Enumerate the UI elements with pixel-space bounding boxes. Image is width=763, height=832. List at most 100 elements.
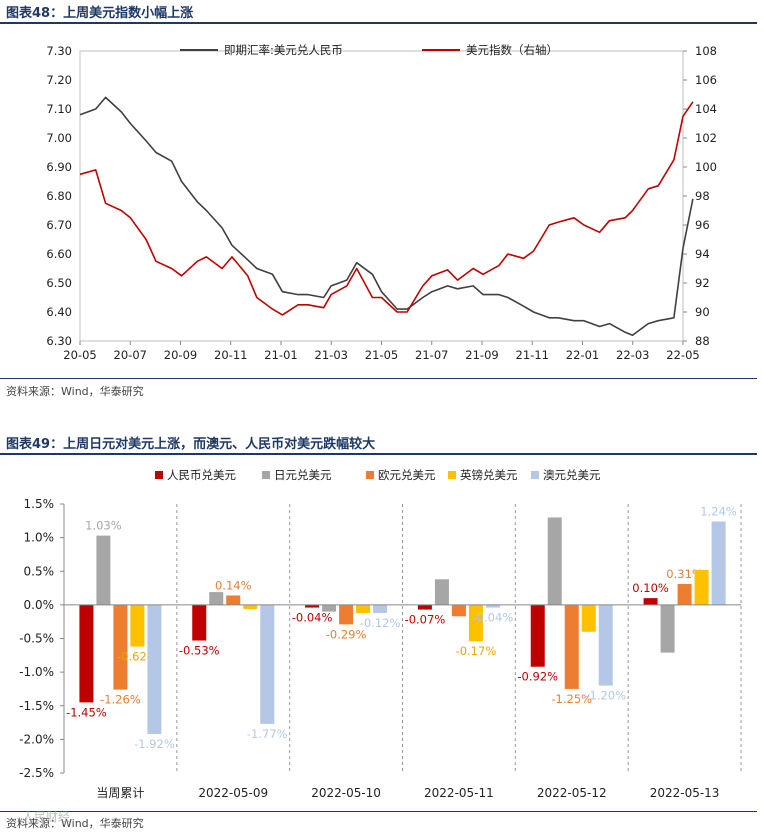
figure2-top-rule <box>0 453 757 455</box>
x-tick-label: 2022-05-12 <box>537 786 607 800</box>
bar-chart: 1.5% 1.0% 0.5% 0.0% -0.5% -1.0% -1.5% -2.0% -2.5… <box>19 468 742 800</box>
x-tick-label: 20-05 <box>63 348 96 362</box>
x-tick-label: 21-07 <box>415 348 448 362</box>
x-tick-label: 20-11 <box>214 348 247 362</box>
bar-aud <box>260 604 275 724</box>
bar-cny <box>305 604 320 608</box>
figure1-title: 图表48：上周美元指数小幅上涨 <box>6 6 194 21</box>
bar-cny <box>530 604 545 667</box>
data-label: -0.04% <box>473 611 514 625</box>
x-tick-label: 22-03 <box>616 348 649 362</box>
data-label: -0.17% <box>456 644 497 658</box>
y-left-tick-label: 6.90 <box>46 160 72 174</box>
bar-gbp <box>694 569 709 605</box>
y-right-tick-label: 96 <box>695 218 710 232</box>
y-left-tick-label: 6.70 <box>46 218 72 232</box>
x-tick-label: 22-05 <box>666 348 699 362</box>
watermark: 人民财经 <box>22 810 71 824</box>
y-right-tick-label: 94 <box>695 247 710 261</box>
data-label: -0.29% <box>326 627 367 641</box>
figure2-source: 资料来源：Wind，华泰研究 <box>6 817 144 830</box>
data-label: 1.03% <box>85 519 122 533</box>
y-right-tick-label: 102 <box>695 131 717 145</box>
bar-eur <box>564 604 579 689</box>
y-tick-label: 1.5% <box>24 497 55 511</box>
y-left-tick-label: 6.60 <box>46 247 72 261</box>
data-label: -1.77% <box>247 727 288 741</box>
y-right-tick-label: 92 <box>695 276 710 290</box>
y-left-tick-label: 6.40 <box>46 305 72 319</box>
y-left-tick-label: 6.30 <box>46 334 72 348</box>
x-tick-label: 2022-05-13 <box>650 786 720 800</box>
figure1-source: 资料来源：Wind，华泰研究 <box>6 385 144 398</box>
legend-label: 英镑兑美元 <box>460 468 518 482</box>
bar-cny <box>192 604 207 641</box>
y-tick-label: -2.0% <box>19 732 54 746</box>
legend-label: 澳元兑美元 <box>543 468 601 482</box>
legend-label: 美元指数（右轴） <box>466 43 558 57</box>
x-tick-label: 2022-05-09 <box>198 786 268 800</box>
y-tick-label: -2.5% <box>19 766 54 780</box>
data-label: 0.14% <box>215 578 252 592</box>
bar-cny <box>79 604 94 703</box>
bar-jpy <box>434 579 449 605</box>
y-right-tick-label: 104 <box>695 102 717 116</box>
x-tick-label: 当周累计 <box>96 786 144 800</box>
bar-gbp <box>468 604 483 642</box>
y-left-tick-label: 7.10 <box>46 102 72 116</box>
y-left-tick-label: 7.00 <box>46 131 72 145</box>
x-tick-label: 2022-05-10 <box>311 786 381 800</box>
line-chart: 7.30 7.20 7.10 7.00 6.90 6.80 6.70 6.60 6.50 6.40… <box>46 43 717 362</box>
data-label: 1.24% <box>700 504 737 518</box>
legend-swatch <box>262 471 270 479</box>
y-right-tick-label: 106 <box>695 73 717 87</box>
data-label: -0.07% <box>405 613 446 627</box>
bar-gbp <box>243 604 258 609</box>
data-label: 0.31% <box>666 567 703 581</box>
x-tick-label: 21-11 <box>516 348 549 362</box>
y-tick-label: 0.5% <box>24 564 55 578</box>
y-tick-label: 0.0% <box>24 598 55 612</box>
y-tick-label: -0.5% <box>19 632 54 646</box>
bar-cny <box>643 598 658 605</box>
data-label: -1.25% <box>551 692 592 706</box>
y-right-tick-label: 88 <box>695 334 710 348</box>
legend-label: 欧元兑美元 <box>378 468 436 482</box>
y-right-tick-label: 100 <box>695 160 717 174</box>
y-tick-label: -1.5% <box>19 699 54 713</box>
data-label: -0.12% <box>360 616 401 630</box>
legend-swatch <box>366 471 374 479</box>
bar-eur <box>226 595 241 605</box>
bar-aud <box>147 604 162 734</box>
bar-jpy <box>96 535 111 605</box>
y-tick-label: 1.0% <box>24 531 55 545</box>
y-tick-label: -1.0% <box>19 665 54 679</box>
legend-label: 日元兑美元 <box>274 468 332 482</box>
bar-eur <box>677 584 692 605</box>
series-line-dxy <box>79 101 694 316</box>
bar-gbp <box>130 604 145 647</box>
bar-eur <box>451 604 466 617</box>
bar-aud <box>711 521 726 605</box>
y-left-tick-label: 7.20 <box>46 73 72 87</box>
data-label: 0.10% <box>632 581 669 595</box>
series-line-usdcny <box>79 96 694 337</box>
bar-gbp <box>356 604 371 613</box>
y-left-tick-label: 6.50 <box>46 276 72 290</box>
bar-jpy <box>660 604 675 653</box>
bar-cny <box>417 604 432 610</box>
data-label: -0.92% <box>517 670 558 684</box>
x-tick-label: 21-05 <box>365 348 398 362</box>
bar-jpy <box>547 517 562 605</box>
legend-swatch <box>155 471 163 479</box>
y-right-tick-label: 108 <box>695 44 717 58</box>
x-tick-label: 21-01 <box>264 348 297 362</box>
figure2-bottom-rule <box>0 811 757 812</box>
data-label: -1.92% <box>134 737 175 751</box>
bar-gbp <box>581 604 596 632</box>
x-tick-label: 22-01 <box>566 348 599 362</box>
data-label: -0.04% <box>292 611 333 625</box>
data-label: -1.26% <box>100 693 141 707</box>
bar-eur <box>113 604 128 690</box>
x-tick-label: 21-03 <box>315 348 348 362</box>
